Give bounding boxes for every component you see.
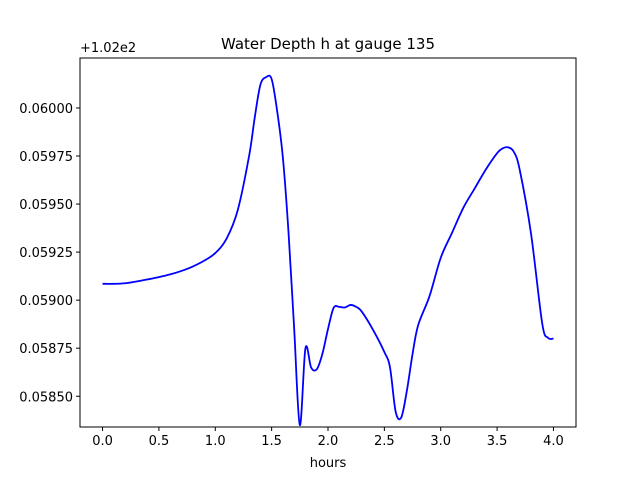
x-tick-label: 0.5 <box>149 434 170 449</box>
x-tick-label: 0.0 <box>92 434 113 449</box>
x-tick-label: 2.0 <box>318 434 339 449</box>
y-tick-label: 0.05875 <box>19 342 73 357</box>
x-tick-label: 3.5 <box>487 434 508 449</box>
x-tick-label: 1.5 <box>261 434 282 449</box>
y-tick-label: 0.06000 <box>19 102 73 117</box>
y-axis-ticks: 0.05850 0.05875 0.05900 0.05925 0.05950 0.059… <box>19 102 80 405</box>
y-tick-label: 0.05850 <box>19 390 73 405</box>
plot-area <box>80 58 576 427</box>
x-axis-ticks: 0.0 0.5 1.0 1.5 2.0 2.5 3.0 3.5 4.0 <box>92 427 564 449</box>
series-line-water-depth <box>102 74 554 426</box>
x-tick-label: 4.0 <box>543 434 564 449</box>
y-tick-label: 0.05950 <box>19 198 73 213</box>
y-tick-label: 0.05975 <box>19 150 73 165</box>
chart-title: Water Depth h at gauge 135 <box>221 35 435 53</box>
plot-frame <box>79 57 577 428</box>
y-offset-label: +1.02e2 <box>80 41 136 56</box>
x-tick-label: 2.5 <box>374 434 395 449</box>
x-tick-label: 3.0 <box>430 434 451 449</box>
x-axis-label: hours <box>310 456 347 471</box>
y-tick-label: 0.05925 <box>19 246 73 261</box>
y-tick-label: 0.05900 <box>19 294 73 309</box>
x-tick-label: 1.0 <box>205 434 226 449</box>
